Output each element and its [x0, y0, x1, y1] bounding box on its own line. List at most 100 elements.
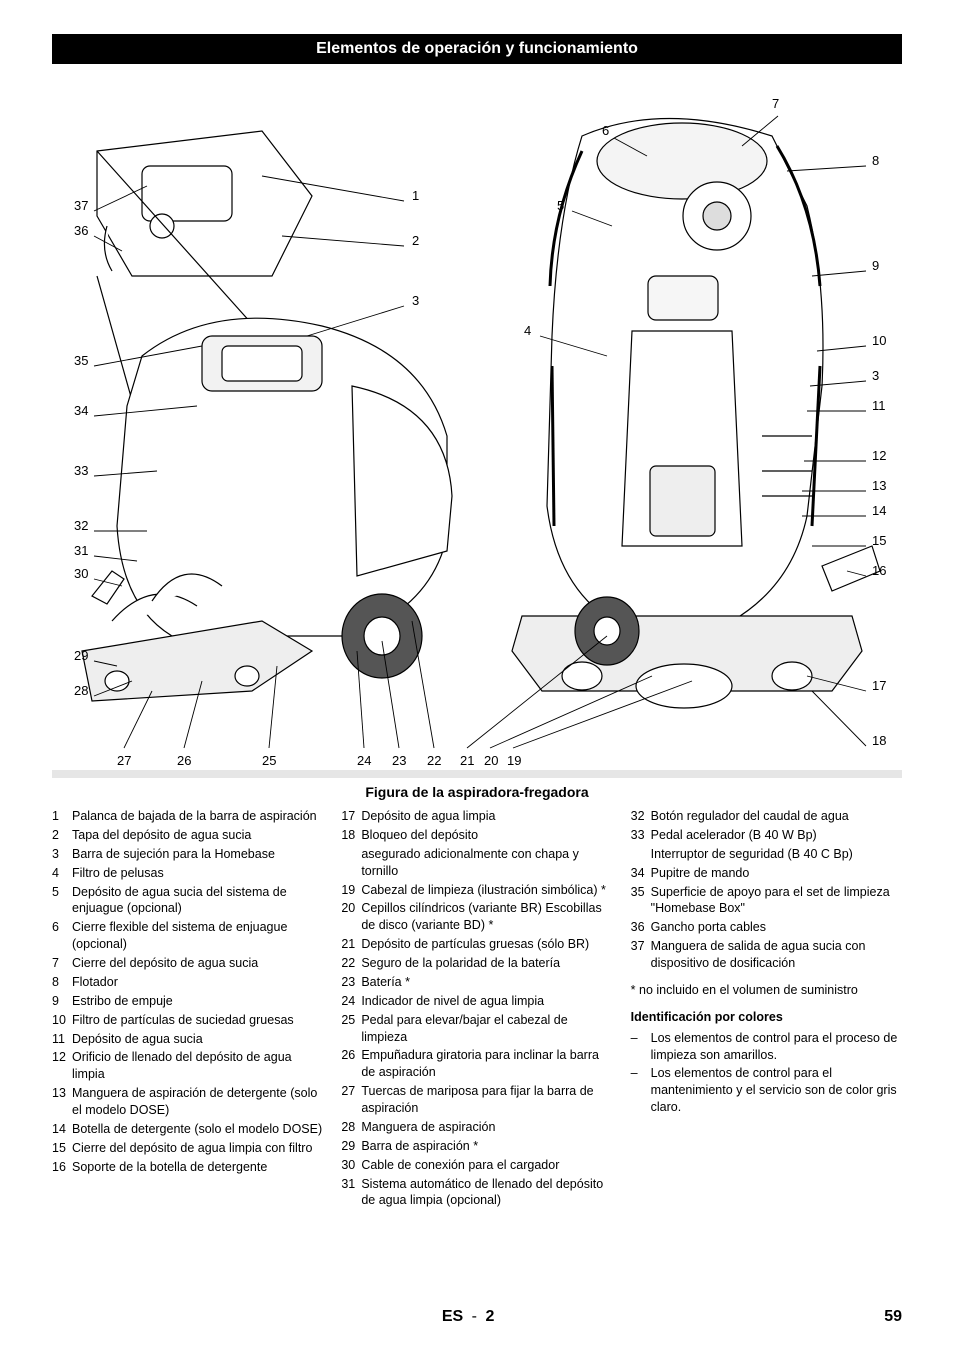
legend-text: Depósito de partículas gruesas (sólo BR): [361, 936, 612, 953]
callout-29: 29: [74, 648, 88, 663]
legend-num: 1: [52, 808, 72, 825]
bullet-text: Los elementos de control para el manteni…: [651, 1065, 902, 1116]
legend-text: Orificio de llenado del depósito de agua…: [72, 1049, 323, 1083]
legend-columns: 1Palanca de bajada de la barra de aspira…: [52, 808, 902, 1211]
legend-num: 32: [631, 808, 651, 825]
legend-text: Indicador de nivel de agua limpia: [361, 993, 612, 1010]
legend-text: Manguera de aspiración de detergente (so…: [72, 1085, 323, 1119]
legend-item: 11Depósito de agua sucia: [52, 1031, 323, 1048]
legend-num: 9: [52, 993, 72, 1010]
legend-text: Cable de conexión para el cargador: [361, 1157, 612, 1174]
legend-item: 12Orificio de llenado del depósito de ag…: [52, 1049, 323, 1083]
legend-item: 27Tuercas de mariposa para fijar la barr…: [341, 1083, 612, 1117]
callout-7: 7: [772, 96, 779, 111]
legend-num: 27: [341, 1083, 361, 1117]
legend-num: 16: [52, 1159, 72, 1176]
legend-item: 9Estribo de empuje: [52, 993, 323, 1010]
legend-item: 17Depósito de agua limpia: [341, 808, 612, 825]
legend-num: 33: [631, 827, 651, 844]
callout-6: 6: [602, 123, 609, 138]
legend-num: 11: [52, 1031, 72, 1048]
callout-2: 2: [412, 233, 419, 248]
legend-num: 17: [341, 808, 361, 825]
legend-num: 7: [52, 955, 72, 972]
legend-num: 24: [341, 993, 361, 1010]
legend-text: Barra de aspiración *: [361, 1138, 612, 1155]
callout-32: 32: [74, 518, 88, 533]
callout-17: 17: [872, 678, 886, 693]
legend-col-3: 32Botón regulador del caudal de agua33Pe…: [631, 808, 902, 1211]
callout-3: 3: [872, 368, 879, 383]
legend-item: 20Cepillos cilíndricos (variante BR) Esc…: [341, 900, 612, 934]
callout-15: 15: [872, 533, 886, 548]
callout-27: 27: [117, 753, 131, 768]
legend-item: 29Barra de aspiración *: [341, 1138, 612, 1155]
legend-text: Bloqueo del depósito: [361, 827, 612, 844]
legend-num: 10: [52, 1012, 72, 1029]
legend-text: Cepillos cilíndricos (variante BR) Escob…: [361, 900, 612, 934]
legend-item: 19Cabezal de limpieza (ilustración simbó…: [341, 882, 612, 899]
legend-num: 35: [631, 884, 651, 918]
callout-30: 30: [74, 566, 88, 581]
gray-divider: [52, 770, 902, 778]
callout-23: 23: [392, 753, 406, 768]
legend-subtext: asegurado adicionalmente con chapa y tor…: [341, 846, 612, 880]
callout-1: 1: [412, 188, 419, 203]
legend-item: 18Bloqueo del depósito: [341, 827, 612, 844]
legend-text: Flotador: [72, 974, 323, 991]
legend-num: 34: [631, 865, 651, 882]
footer-center: ES - 2: [442, 1308, 494, 1326]
bullet-mark: –: [631, 1065, 651, 1116]
legend-text: Depósito de agua sucia: [72, 1031, 323, 1048]
legend-item: 16Soporte de la botella de detergente: [52, 1159, 323, 1176]
bullet-mark: –: [631, 1030, 651, 1064]
legend-text: Sistema automático de llenado del depósi…: [361, 1176, 612, 1210]
legend-item: 31Sistema automático de llenado del depó…: [341, 1176, 612, 1210]
legend-text: Batería *: [361, 974, 612, 991]
legend-num: 25: [341, 1012, 361, 1046]
legend-num: 18: [341, 827, 361, 844]
footer-page-local: 2: [485, 1308, 494, 1325]
legend-text: Empuñadura giratoria para inclinar la ba…: [361, 1047, 612, 1081]
legend-num: 23: [341, 974, 361, 991]
legend-item: 5Depósito de agua sucia del sistema de e…: [52, 884, 323, 918]
legend-num: 3: [52, 846, 72, 863]
legend-item: 13Manguera de aspiración de detergente (…: [52, 1085, 323, 1119]
legend-item: 23Batería *: [341, 974, 612, 991]
legend-text: Cierre del depósito de agua limpia con f…: [72, 1140, 323, 1157]
machine-right: [512, 119, 880, 709]
legend-item: 8Flotador: [52, 974, 323, 991]
legend-text: Soporte de la botella de detergente: [72, 1159, 323, 1176]
legend-item: 10Filtro de partículas de suciedad grues…: [52, 1012, 323, 1029]
legend-text: Cabezal de limpieza (ilustración simbóli…: [361, 882, 612, 899]
legend-num: 14: [52, 1121, 72, 1138]
legend-text: Filtro de partículas de suciedad gruesas: [72, 1012, 323, 1029]
legend-num: 2: [52, 827, 72, 844]
legend-col-1: 1Palanca de bajada de la barra de aspira…: [52, 808, 323, 1211]
callout-35: 35: [74, 353, 88, 368]
legend-num: 15: [52, 1140, 72, 1157]
footer-sep: -: [472, 1308, 477, 1325]
callout-16: 16: [872, 563, 886, 578]
legend-num: 13: [52, 1085, 72, 1119]
callout-25: 25: [262, 753, 276, 768]
legend-text: Depósito de agua limpia: [361, 808, 612, 825]
page-title-bar: Elementos de operación y funcionamiento: [52, 34, 902, 64]
legend-text: Superficie de apoyo para el set de limpi…: [651, 884, 902, 918]
legend-item: 15Cierre del depósito de agua limpia con…: [52, 1140, 323, 1157]
callout-9: 9: [872, 258, 879, 273]
legend-text: Barra de sujeción para la Homebase: [72, 846, 323, 863]
callout-13: 13: [872, 478, 886, 493]
legend-item: 37Manguera de salida de agua sucia con d…: [631, 938, 902, 972]
legend-item: 28Manguera de aspiración: [341, 1119, 612, 1136]
legend-text: Tuercas de mariposa para fijar la barra …: [361, 1083, 612, 1117]
callout-14: 14: [872, 503, 886, 518]
callout-33: 33: [74, 463, 88, 478]
legend-item: 6Cierre flexible del sistema de enjuague…: [52, 919, 323, 953]
legend-text: Palanca de bajada de la barra de aspirac…: [72, 808, 323, 825]
machine-left: [82, 131, 452, 701]
legend-item: 21Depósito de partículas gruesas (sólo B…: [341, 936, 612, 953]
legend-num: 26: [341, 1047, 361, 1081]
legend-num: 6: [52, 919, 72, 953]
legend-num: 37: [631, 938, 651, 972]
